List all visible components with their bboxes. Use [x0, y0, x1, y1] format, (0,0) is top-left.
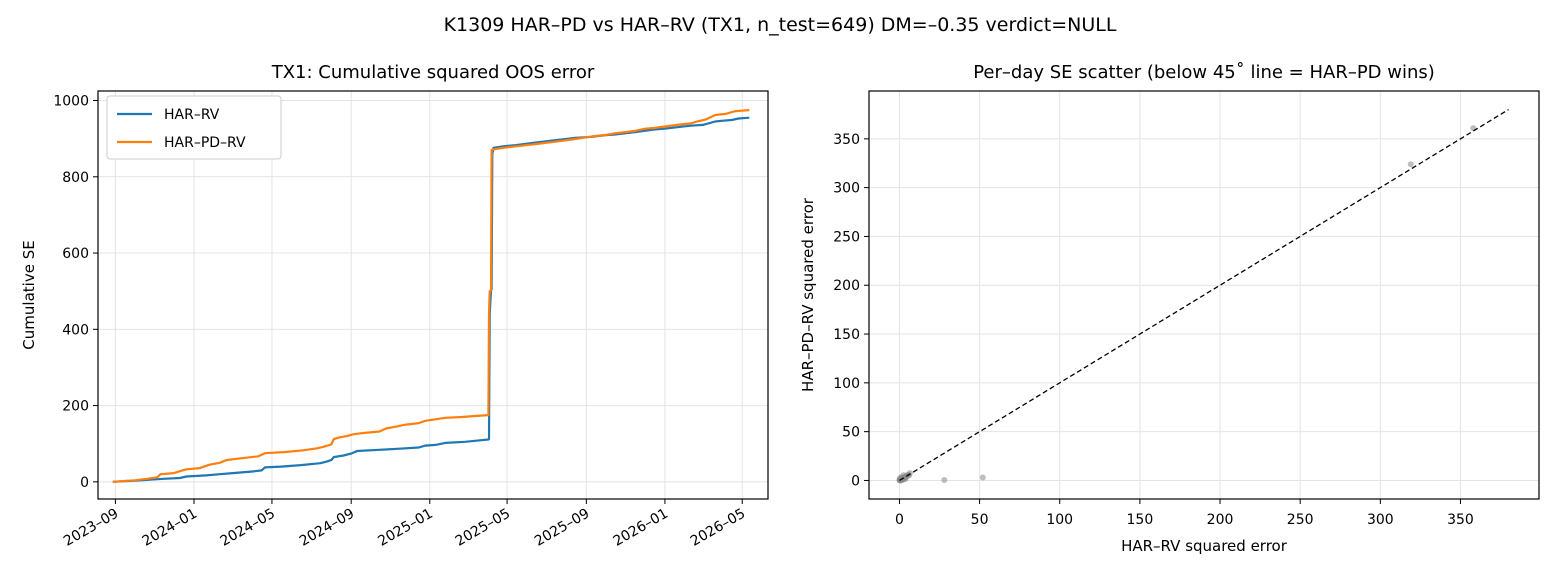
- figure-suptitle: K1309 HAR–PD vs HAR–RV (TX1, n_test=649)…: [444, 14, 1117, 36]
- left-y-axis-label: Cumulative SE: [20, 240, 38, 349]
- legend-label-har-pd-rv: HAR–PD–RV: [164, 135, 246, 151]
- scatter-point-29: [979, 474, 986, 481]
- left-y-tick-label-400: 400: [62, 322, 89, 338]
- series-line-har-pd-rv: [112, 109, 750, 483]
- scatter-point-30: [1407, 161, 1414, 168]
- right-plot-frame: [868, 90, 1540, 500]
- scatter-point-27: [900, 476, 906, 483]
- legend-box: [106, 95, 282, 160]
- diagonal-45-line: [899, 108, 1509, 482]
- left-x-tick-label-2025-05: 2025–05: [453, 506, 513, 550]
- right-x-tick-label-0: 0: [895, 512, 904, 528]
- left-y-tick-label-0: 0: [80, 475, 89, 491]
- right-y-tick-label-350: 350: [833, 132, 860, 148]
- series-line-har-rv: [112, 116, 750, 483]
- left-y-tick-label-600: 600: [62, 246, 89, 262]
- left-x-tick-label-2026-05: 2026–05: [688, 506, 748, 550]
- left-plot-frame: [97, 90, 769, 500]
- left-x-tick-label-2024-09: 2024–09: [297, 506, 357, 550]
- right-ticks: 0 50 100 150 200 250 300 350 0 50 100 150 200 250 300 3…: [833, 132, 1474, 528]
- left-gridlines: [98, 91, 768, 499]
- left-y-tick-label-800: 800: [62, 170, 89, 186]
- scatter-point-28: [941, 477, 948, 483]
- left-x-tick-label-2023-09: 2023–09: [61, 506, 121, 550]
- right-y-tick-label-250: 250: [833, 229, 860, 245]
- right-y-tick-label-50: 50: [842, 425, 860, 441]
- right-y-tick-label-100: 100: [833, 376, 860, 392]
- left-x-tick-label-2026-01: 2026–01: [611, 506, 671, 550]
- left-chart-title: TX1: Cumulative squared OOS error: [271, 62, 595, 83]
- right-x-tick-label-150: 150: [1127, 512, 1154, 528]
- left-y-tick-label-1000: 1000: [53, 94, 89, 110]
- legend-label-har-rv: HAR–RV: [164, 107, 220, 123]
- right-x-tick-label-50: 50: [971, 512, 989, 528]
- right-x-tick-label-100: 100: [1046, 512, 1073, 528]
- scatter-panel: Per–day SE scatter (below 45˚ line = HAR…: [799, 62, 1540, 555]
- right-x-tick-label-350: 350: [1447, 512, 1474, 528]
- right-y-axis-label: HAR–PD–RV squared error: [799, 197, 817, 392]
- right-x-tick-label-200: 200: [1207, 512, 1234, 528]
- right-x-tick-label-300: 300: [1367, 512, 1394, 528]
- right-chart-title: Per–day SE scatter (below 45˚ line = HAR…: [973, 62, 1435, 83]
- right-x-axis-label: HAR–RV squared error: [1121, 537, 1288, 555]
- left-x-tick-label-2025-01: 2025–01: [375, 506, 435, 550]
- right-y-tick-label-150: 150: [833, 327, 860, 343]
- right-x-tick-label-250: 250: [1287, 512, 1314, 528]
- right-y-tick-label-300: 300: [833, 181, 860, 197]
- right-y-tick-label-0: 0: [851, 473, 860, 489]
- right-y-tick-label-200: 200: [833, 278, 860, 294]
- right-scatter-marks: [896, 108, 1509, 484]
- cumulative-se-panel: TX1: Cumulative squared OOS error 2023–0…: [20, 62, 769, 550]
- left-y-tick-label-200: 200: [62, 399, 89, 415]
- left-ticks: 2023–09 2024–01 2024–05 2024–09 2025–01 2025–…: [53, 94, 748, 550]
- left-x-tick-label-2025-09: 2025–09: [532, 506, 592, 550]
- right-gridlines: [869, 91, 1539, 499]
- left-x-tick-label-2024-01: 2024–01: [140, 506, 200, 550]
- left-series-lines: [112, 109, 750, 483]
- left-legend: HAR–RV HAR–PD–RV: [106, 95, 282, 160]
- left-x-tick-label-2024-05: 2024–05: [218, 506, 278, 550]
